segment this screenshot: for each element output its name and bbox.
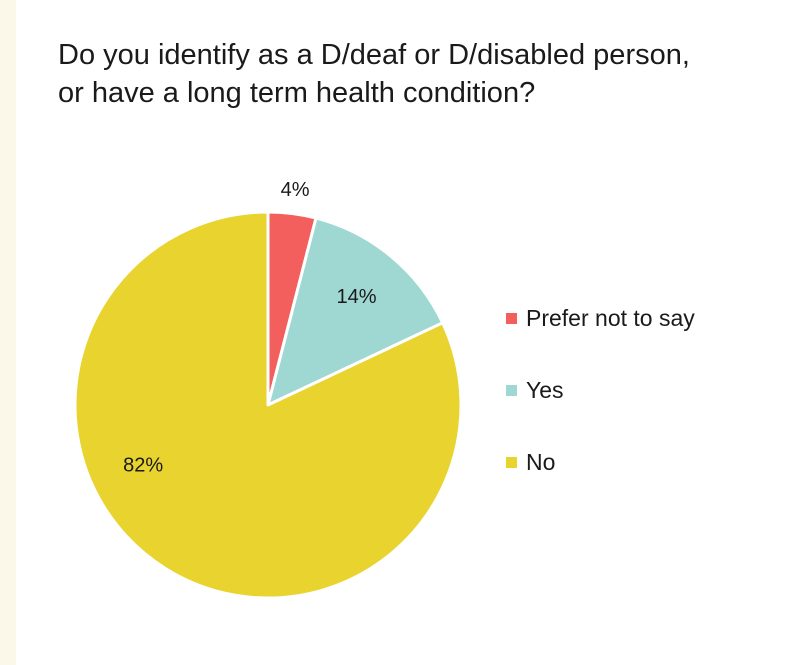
slice-no bbox=[73, 210, 463, 600]
chart-panel: Do you identify as a D/deaf or D/disable… bbox=[16, 0, 802, 665]
data-label: 14% bbox=[337, 286, 377, 308]
chart-title: Do you identify as a D/deaf or D/disable… bbox=[58, 39, 690, 109]
legend-swatch bbox=[506, 457, 517, 468]
data-label: 82% bbox=[123, 454, 163, 476]
legend-label: No bbox=[526, 449, 556, 475]
data-label: 4% bbox=[281, 179, 310, 201]
slice-yes bbox=[266, 216, 445, 407]
legend-swatch bbox=[506, 385, 517, 396]
pie-chart: 4% 14% 82% bbox=[73, 179, 463, 600]
legend-label: Yes bbox=[526, 377, 564, 403]
legend-swatch bbox=[506, 313, 517, 324]
legend-label: Prefer not to say bbox=[526, 305, 695, 331]
